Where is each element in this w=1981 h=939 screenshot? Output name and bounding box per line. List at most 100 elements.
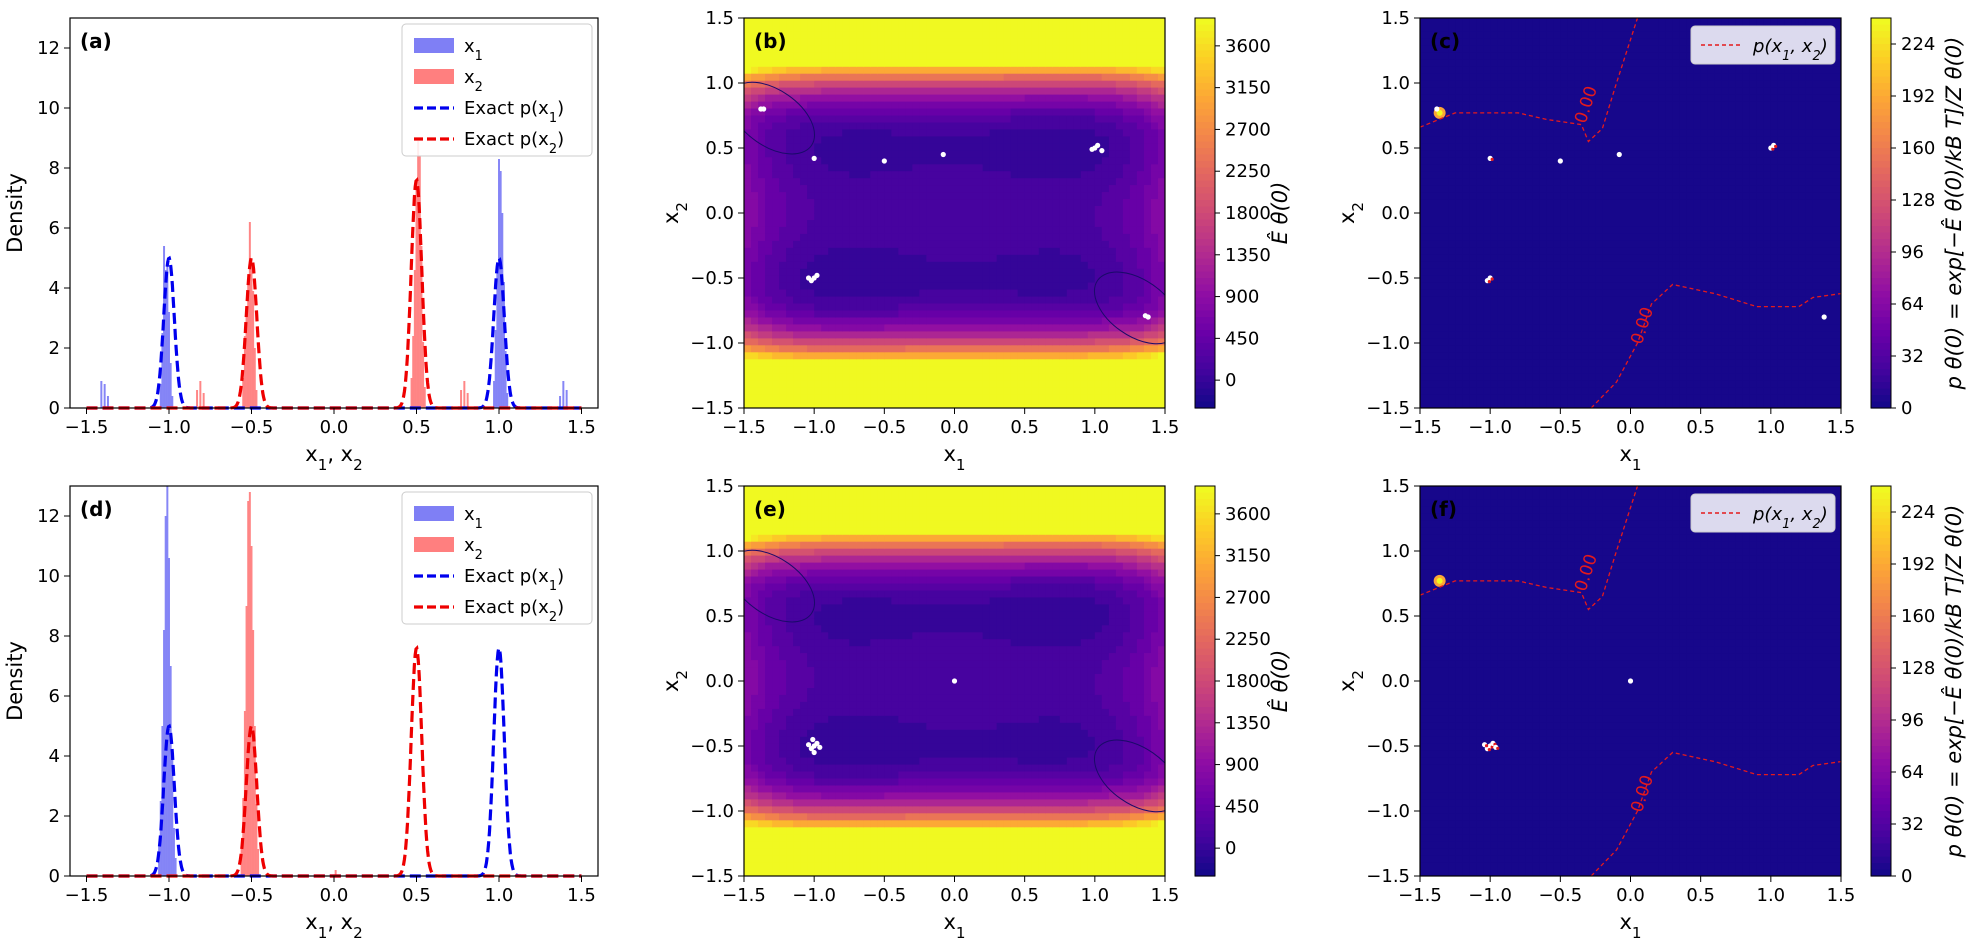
heat-cell xyxy=(1038,122,1047,131)
heat-cell xyxy=(1122,80,1131,89)
heat-cell xyxy=(1434,310,1442,319)
heat-cell xyxy=(1476,254,1484,263)
heat-cell xyxy=(1427,52,1435,61)
heat-cell xyxy=(1574,233,1582,242)
heat-cell xyxy=(975,199,984,207)
heat-cell xyxy=(870,359,878,367)
heat-cell xyxy=(1087,226,1096,235)
heat-cell xyxy=(863,150,871,158)
heat-cell xyxy=(1574,199,1582,207)
heat-cell xyxy=(989,143,998,151)
heat-cell xyxy=(1059,25,1068,33)
heat-cell xyxy=(1087,38,1096,47)
heat-cell xyxy=(821,359,829,367)
heat-cell xyxy=(765,373,773,381)
heat-cell xyxy=(1532,401,1540,408)
heat-cell xyxy=(1144,178,1152,186)
heat-cell xyxy=(807,150,815,158)
heat-cell xyxy=(1511,394,1519,402)
heat-cell xyxy=(1434,52,1442,61)
heat-cell xyxy=(1059,18,1068,26)
heat-cell xyxy=(765,268,773,277)
heat-cell xyxy=(1024,136,1033,144)
heat-cell xyxy=(1581,178,1589,186)
heat-cell xyxy=(786,115,794,124)
heat-cell xyxy=(1129,380,1138,388)
heat-cell xyxy=(912,331,920,339)
heat-cell xyxy=(1448,101,1456,110)
heat-cell xyxy=(1581,394,1589,402)
heat-cell xyxy=(1469,310,1477,319)
heat-cell xyxy=(1031,73,1040,82)
heat-cell xyxy=(1080,199,1089,207)
heat-cell xyxy=(863,192,871,200)
heat-cell xyxy=(1497,115,1505,124)
heat-cell xyxy=(870,171,878,179)
heat-cell xyxy=(1560,143,1568,151)
heat-cell xyxy=(800,143,808,151)
heat-cell xyxy=(968,150,977,158)
heat-cell xyxy=(898,150,906,158)
heat-cell xyxy=(1504,31,1512,40)
heat-cell xyxy=(842,220,850,228)
heat-cell xyxy=(758,359,766,367)
hist-bar xyxy=(243,336,246,408)
heat-cell xyxy=(877,247,885,256)
heat-cell xyxy=(1560,52,1568,61)
heat-cell xyxy=(1129,178,1138,186)
heat-cell xyxy=(835,18,843,26)
heat-cell xyxy=(1490,373,1498,381)
heat-cell xyxy=(1490,129,1498,137)
heat-cell xyxy=(870,157,878,165)
heat-cell xyxy=(842,206,850,214)
heat-cell xyxy=(912,275,920,284)
heat-cell xyxy=(856,73,864,82)
heat-cell xyxy=(1017,206,1026,214)
heat-cell xyxy=(1448,87,1456,96)
heat-cell xyxy=(1073,31,1082,40)
heat-cell xyxy=(1476,394,1484,402)
heat-cell xyxy=(1546,94,1554,103)
heat-cell xyxy=(1532,115,1540,124)
heat-cell xyxy=(842,164,850,172)
heat-cell xyxy=(989,317,998,326)
heat-cell xyxy=(835,129,843,137)
heat-cell xyxy=(1094,338,1103,346)
heat-cell xyxy=(1553,87,1561,96)
heat-cell xyxy=(1144,150,1152,158)
heat-cell xyxy=(989,136,998,144)
heat-cell xyxy=(1497,206,1505,214)
heat-cell xyxy=(1017,317,1026,326)
heat-cell xyxy=(1151,206,1159,214)
heat-cell xyxy=(933,303,942,312)
heat-cell xyxy=(751,45,759,54)
heat-cell xyxy=(1532,380,1540,388)
heat-cell xyxy=(779,247,787,256)
heat-cell xyxy=(884,199,892,207)
heat-cell xyxy=(758,394,766,402)
heat-cell xyxy=(1080,324,1089,332)
heat-cell xyxy=(1420,282,1428,291)
heat-cell xyxy=(1101,268,1110,277)
heat-cell xyxy=(961,338,970,346)
heat-cell xyxy=(968,303,977,312)
heat-cell xyxy=(1059,94,1068,103)
heat-cell xyxy=(1427,226,1435,235)
heat-cell xyxy=(877,275,885,284)
heat-cell xyxy=(905,233,913,242)
heat-cell xyxy=(765,254,773,263)
heat-cell xyxy=(779,185,787,193)
heat-cell xyxy=(1073,345,1082,353)
heat-cell xyxy=(1052,261,1061,270)
heat-cell xyxy=(821,317,829,326)
heat-cell xyxy=(751,345,759,353)
heat-cell xyxy=(898,52,906,61)
heat-cell xyxy=(926,115,934,124)
heat-cell xyxy=(1434,289,1442,298)
heat-cell xyxy=(1588,233,1596,242)
heat-cell xyxy=(1469,80,1477,89)
heat-cell xyxy=(1115,185,1124,193)
heat-cell xyxy=(1588,52,1596,61)
heat-cell xyxy=(1455,352,1463,360)
heat-cell xyxy=(1476,52,1484,61)
